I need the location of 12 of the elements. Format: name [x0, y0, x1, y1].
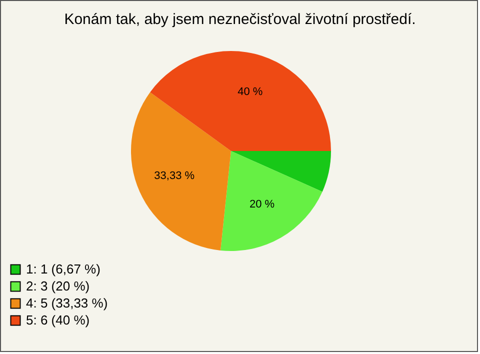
pie-slice: [131, 92, 231, 250]
legend-label: 1: 1 (6,67 %): [26, 262, 100, 276]
data-label: 20 %: [249, 198, 275, 211]
chart-title: Konám tak, aby jsem neznečisťoval životní prostředí.: [64, 11, 416, 28]
legend-label: 5: 6 (40 %): [26, 312, 90, 328]
data-label: 33,33 %: [154, 170, 195, 182]
data-label: 40 %: [238, 86, 263, 98]
legend-label: 2: 3 (20 %): [26, 278, 90, 294]
pie-slice: [231, 151, 331, 192]
pie-slice: [220, 151, 322, 251]
legend-label: 4: 5 (33,33 %): [26, 296, 108, 310]
pie-slice: [150, 51, 331, 151]
